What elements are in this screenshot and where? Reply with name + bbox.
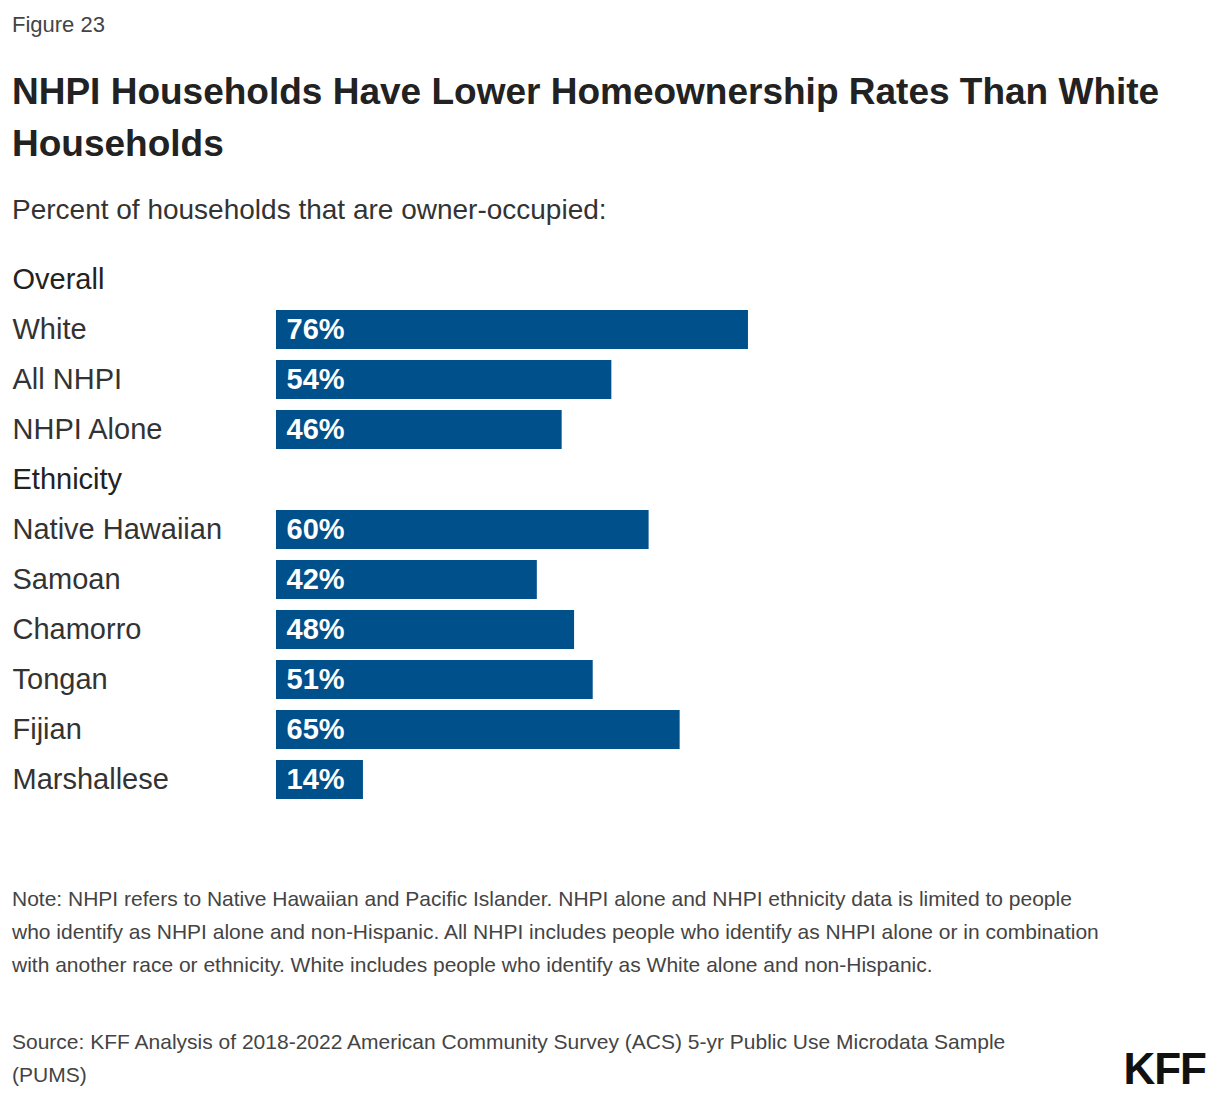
html-text:Percent of households that are: Percent of households that are owner-occ… [12,194,607,225]
svg-text:42%: 42% [287,563,345,595]
svg-text:All NHPI: All NHPI [13,363,123,395]
svg-text:76%: 76% [287,313,345,345]
svg-text:Samoan: Samoan [13,563,121,595]
svg-text:Overall: Overall [13,263,105,295]
svg-text:Chamorro: Chamorro [13,613,142,645]
html-text:NHPI Households Have Lower Hom: NHPI Households Have Lower Homeownership… [12,71,1160,164]
svg-text:NHPI Alone: NHPI Alone [13,413,163,445]
svg-text:Marshallese: Marshallese [13,763,169,795]
svg-text:White: White [13,313,87,345]
svg-text:46%: 46% [287,413,345,445]
svg-text:60%: 60% [287,513,345,545]
svg-text:51%: 51% [287,663,345,695]
svg-text:Native Hawaiian: Native Hawaiian [13,513,223,545]
html-text:KFF: KFF [1123,1044,1206,1093]
svg-text:Ethnicity: Ethnicity [13,463,123,495]
svg-text:14%: 14% [287,763,345,795]
html-text:Source: KFF Analysis of 2018-2: Source: KFF Analysis of 2018-2022 Americ… [12,1030,1006,1086]
svg-text:65%: 65% [287,713,345,745]
svg-text:54%: 54% [287,363,345,395]
svg-text:Fijian: Fijian [13,713,82,745]
html-text:Note: NHPI refers to Native Ha: Note: NHPI refers to Native Hawaiian and… [12,887,1099,976]
svg-text:Tongan: Tongan [13,663,108,695]
svg-text:48%: 48% [287,613,345,645]
html-text:Figure 23: Figure 23 [12,12,105,37]
